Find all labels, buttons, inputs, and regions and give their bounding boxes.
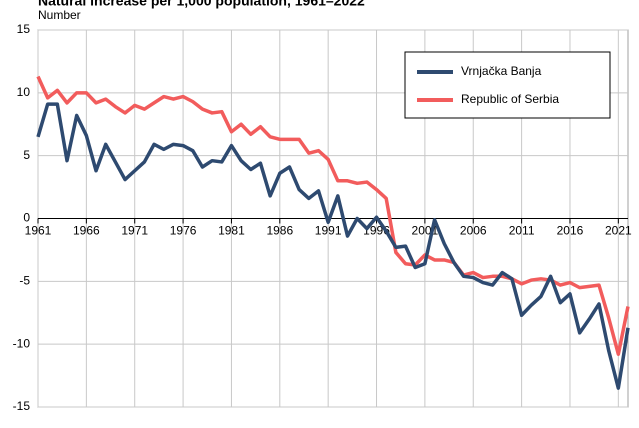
x-tick-label: 2011: [509, 224, 535, 238]
legend-label: Vrnjačka Banja: [461, 64, 542, 78]
y-tick-label: -15: [13, 399, 31, 413]
legend-label: Republic of Serbia: [461, 92, 559, 106]
y-tick-label: 0: [23, 211, 30, 225]
x-tick-label: 2021: [605, 224, 632, 238]
series-line: [36, 75, 630, 356]
x-tick-label: 1976: [170, 224, 197, 238]
y-tick-label: 15: [17, 22, 31, 36]
series-line: [36, 102, 630, 390]
chart-title: Natural increase per 1,000 population, 1…: [38, 0, 365, 9]
x-tick-label: 1991: [315, 224, 342, 238]
y-tick-label: 5: [23, 148, 30, 162]
y-tick-label: 10: [17, 85, 31, 99]
y-tick-label: -5: [19, 274, 30, 288]
x-tick-label: 2006: [460, 224, 487, 238]
x-tick-label: 1971: [121, 224, 148, 238]
x-tick-label: 1986: [266, 224, 293, 238]
x-tick-label: 1961: [25, 224, 52, 238]
legend-box: [404, 51, 611, 119]
x-tick-label: 1966: [73, 224, 100, 238]
x-tick-label: 2016: [557, 224, 584, 238]
x-tick-label: 1981: [218, 224, 245, 238]
y-tick-label: -10: [13, 336, 31, 350]
y-axis-label: Number: [38, 8, 81, 22]
